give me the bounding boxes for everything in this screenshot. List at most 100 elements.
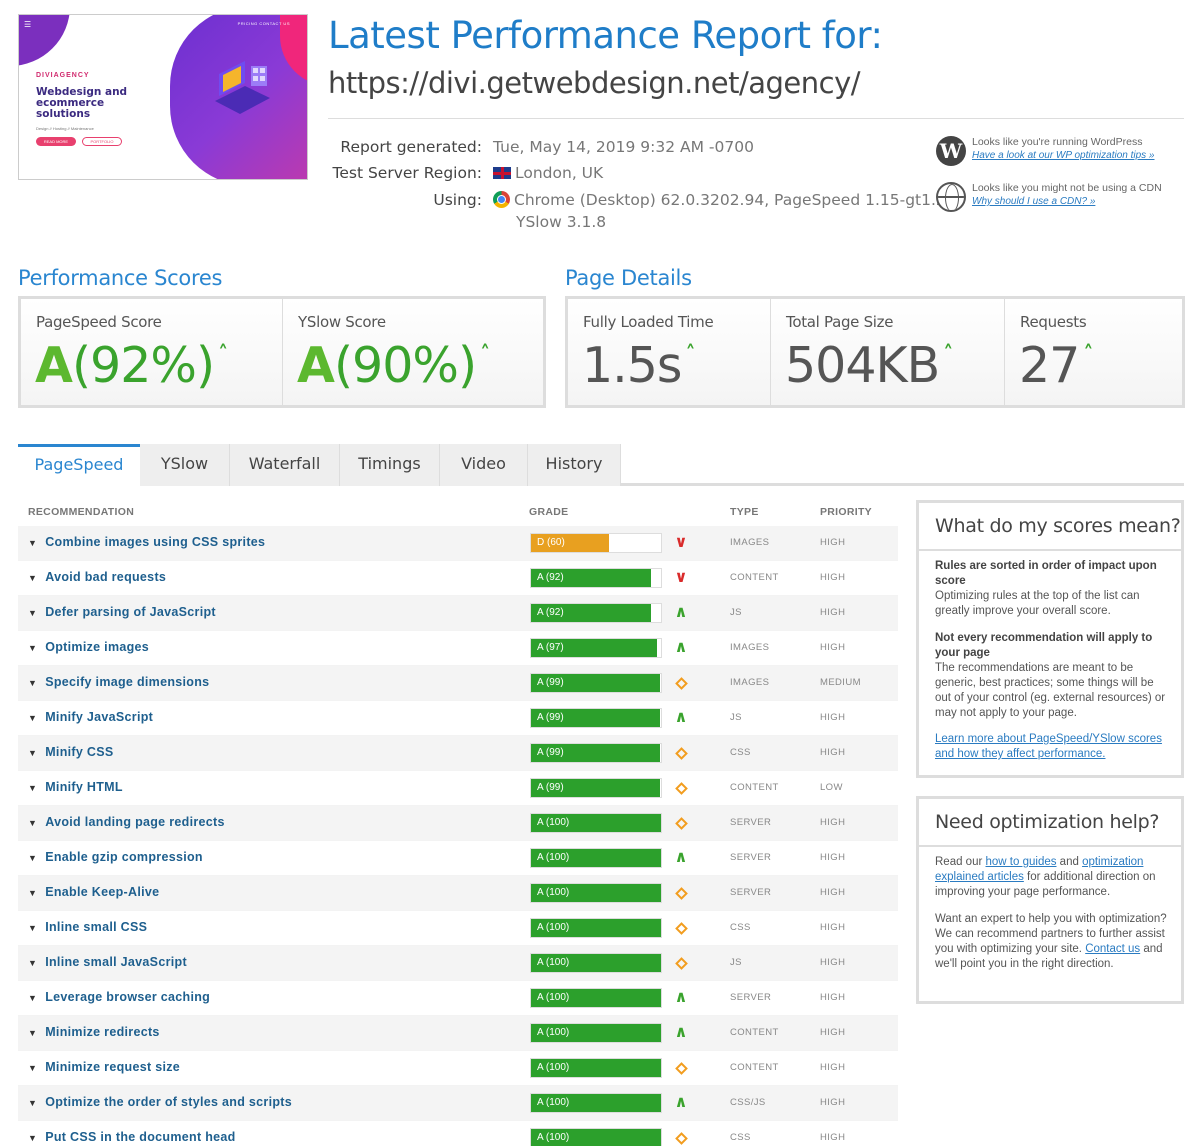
table-row[interactable]: ▼ Enable gzip compression A (100) ∧ SERVER HI…: [18, 841, 898, 876]
learn-more-link[interactable]: Learn more about PageSpeed/YSlow scores …: [935, 733, 1162, 760]
recommendation-label: Minimize redirects: [45, 1025, 160, 1039]
table-row[interactable]: ▼ Minimize redirects A (100) ∧ CONTENT HIGH: [18, 1016, 898, 1051]
expand-caret-icon[interactable]: ▼: [28, 643, 38, 653]
table-row[interactable]: ▼ Minimize request size A (100) CONTENT HIGH: [18, 1051, 898, 1086]
recommendation-name[interactable]: ▼ Defer parsing of JavaScript: [28, 596, 216, 630]
recommendation-name[interactable]: ▼ Leverage browser caching: [28, 981, 210, 1015]
table-row[interactable]: ▼ Leverage browser caching A (100) ∧ SERVER H…: [18, 981, 898, 1016]
grade-column-header[interactable]: GRADE: [529, 506, 569, 518]
up-arrow-icon: ˄: [1083, 341, 1093, 365]
table-row[interactable]: ▼ Inline small JavaScript A (100) JS HIGH: [18, 946, 898, 981]
expand-caret-icon[interactable]: ▼: [28, 713, 38, 723]
table-row[interactable]: ▼ Defer parsing of JavaScript A (92) ∧ JS HIG…: [18, 596, 898, 631]
scores-help-title: What do my scores mean?: [935, 515, 1181, 537]
tab-waterfall[interactable]: Waterfall: [230, 444, 340, 486]
recommendation-name[interactable]: ▼ Inline small JavaScript: [28, 946, 187, 980]
pagespeed-grade: A: [35, 337, 73, 394]
report-tabs: PageSpeed YSlow Waterfall Timings Video …: [18, 444, 1184, 486]
recommendation-name[interactable]: ▼ Avoid bad requests: [28, 561, 166, 595]
priority-column-header[interactable]: PRIORITY: [820, 506, 872, 518]
site-thumbnail[interactable]: ☰ PRICING CONTACT US DIVIAGENCY Webdesig…: [18, 14, 308, 180]
optimization-explained-link[interactable]: optimization explained articles: [935, 856, 1144, 883]
expand-caret-icon[interactable]: ▼: [28, 748, 38, 758]
grade-bar-fill: D (60): [531, 534, 609, 552]
fully-loaded-value: 1.5s ˄: [582, 337, 695, 394]
recommendation-label: Inline small CSS: [45, 920, 148, 934]
expand-caret-icon[interactable]: ▼: [28, 923, 38, 933]
table-row[interactable]: ▼ Enable Keep-Alive A (100) SERVER HIGH: [18, 876, 898, 911]
expand-caret-icon[interactable]: ▼: [28, 853, 38, 863]
expand-caret-icon[interactable]: ▼: [28, 1098, 38, 1108]
expand-caret-icon[interactable]: ▼: [28, 818, 38, 828]
recommendation-name[interactable]: ▼ Optimize the order of styles and script…: [28, 1086, 292, 1120]
table-row[interactable]: ▼ Specify image dimensions A (99) IMAGES MED…: [18, 666, 898, 701]
recommendation-name[interactable]: ▼ Minimize redirects: [28, 1016, 160, 1050]
recommendation-name[interactable]: ▼ Minify HTML: [28, 771, 123, 805]
tab-pagespeed[interactable]: PageSpeed: [18, 444, 140, 486]
recommendation-name[interactable]: ▼ Minify JavaScript: [28, 701, 153, 735]
table-row[interactable]: ▼ Minify JavaScript A (99) ∧ JS HIGH: [18, 701, 898, 736]
expand-caret-icon[interactable]: ▼: [28, 608, 38, 618]
type-cell: CSS: [730, 922, 751, 933]
wordpress-icon: W: [936, 136, 966, 166]
expand-caret-icon[interactable]: ▼: [28, 958, 38, 968]
thumbnail-illustration: [215, 61, 270, 114]
grade-bar-fill: A (99): [531, 709, 660, 727]
recommendation-name[interactable]: ▼ Optimize images: [28, 631, 149, 665]
expand-caret-icon[interactable]: ▼: [28, 678, 38, 688]
thumbnail-menu-icon: ☰: [24, 20, 32, 29]
table-row[interactable]: ▼ Avoid bad requests A (92) ∨ CONTENT HIGH: [18, 561, 898, 596]
recommendation-name[interactable]: ▼ Enable Keep-Alive: [28, 876, 159, 910]
table-row[interactable]: ▼ Minify HTML A (99) CONTENT LOW: [18, 771, 898, 806]
table-row[interactable]: ▼ Avoid landing page redirects A (100) SERV…: [18, 806, 898, 841]
recommendation-name[interactable]: ▼ Minimize request size: [28, 1051, 180, 1085]
recommendation-name[interactable]: ▼ Specify image dimensions: [28, 666, 209, 700]
table-row[interactable]: ▼ Optimize the order of styles and script…: [18, 1086, 898, 1121]
expand-caret-icon[interactable]: ▼: [28, 888, 38, 898]
tab-video[interactable]: Video: [440, 444, 528, 486]
priority-cell: HIGH: [820, 1027, 846, 1038]
up-arrow-icon: ˄: [218, 341, 228, 365]
table-row[interactable]: ▼ Combine images using CSS sprites D (60) ∨…: [18, 526, 898, 561]
table-row[interactable]: ▼ Minify CSS A (99) CSS HIGH: [18, 736, 898, 771]
recommendation-name[interactable]: ▼ Combine images using CSS sprites: [28, 526, 265, 560]
scores-help-paragraph-2: Not every recommendation will apply to y…: [935, 631, 1171, 721]
expand-caret-icon[interactable]: ▼: [28, 1063, 38, 1073]
recommendation-name[interactable]: ▼ Inline small CSS: [28, 911, 147, 945]
grade-bar: A (99): [530, 778, 662, 798]
recommendation-name[interactable]: ▼ Enable gzip compression: [28, 841, 203, 875]
cdn-link[interactable]: Why should I use a CDN? »: [972, 196, 1096, 207]
priority-cell: HIGH: [820, 747, 846, 758]
down-arrow-icon: ∨: [674, 569, 688, 586]
expand-caret-icon[interactable]: ▼: [28, 783, 38, 793]
using-value: Chrome (Desktop) 62.0.3202.94, PageSpeed…: [493, 191, 951, 209]
grade-bar-fill: A (100): [531, 849, 661, 867]
diamond-shape: [675, 887, 688, 900]
expand-caret-icon[interactable]: ▼: [28, 1028, 38, 1038]
tab-timings[interactable]: Timings: [340, 444, 440, 486]
recommendation-label: Avoid landing page redirects: [45, 815, 225, 829]
cdn-tip: Looks like you might not be using a CDN …: [936, 182, 1186, 216]
recommendation-column-header[interactable]: RECOMMENDATION: [28, 506, 135, 518]
recommendation-label: Optimize images: [45, 640, 150, 654]
type-column-header[interactable]: TYPE: [730, 506, 759, 518]
expand-caret-icon[interactable]: ▼: [28, 573, 38, 583]
wordpress-tips-link[interactable]: Have a look at our WP optimization tips …: [972, 150, 1155, 161]
tab-yslow[interactable]: YSlow: [140, 444, 230, 486]
grade-bar: A (100): [530, 1023, 662, 1043]
performance-scores-box: PageSpeed Score A(92%) ˄ YSlow Score A(90…: [18, 296, 546, 408]
expand-caret-icon[interactable]: ▼: [28, 993, 38, 1003]
recommendation-name[interactable]: ▼ Avoid landing page redirects: [28, 806, 225, 840]
thumbnail-nav: PRICING CONTACT US: [237, 21, 290, 26]
tab-history[interactable]: History: [528, 444, 621, 486]
recommendation-name[interactable]: ▼ Put CSS in the document head: [28, 1121, 236, 1146]
table-row[interactable]: ▼ Inline small CSS A (100) CSS HIGH: [18, 911, 898, 946]
contact-us-link[interactable]: Contact us: [1085, 943, 1141, 955]
how-to-guides-link[interactable]: how to guides: [985, 856, 1057, 868]
recommendation-name[interactable]: ▼ Minify CSS: [28, 736, 114, 770]
table-row[interactable]: ▼ Optimize images A (97) ∧ IMAGES HIGH: [18, 631, 898, 666]
expand-caret-icon[interactable]: ▼: [28, 538, 38, 548]
table-row[interactable]: ▼ Put CSS in the document head A (100) CSS H…: [18, 1121, 898, 1146]
type-cell: JS: [730, 957, 742, 968]
expand-caret-icon[interactable]: ▼: [28, 1133, 38, 1143]
